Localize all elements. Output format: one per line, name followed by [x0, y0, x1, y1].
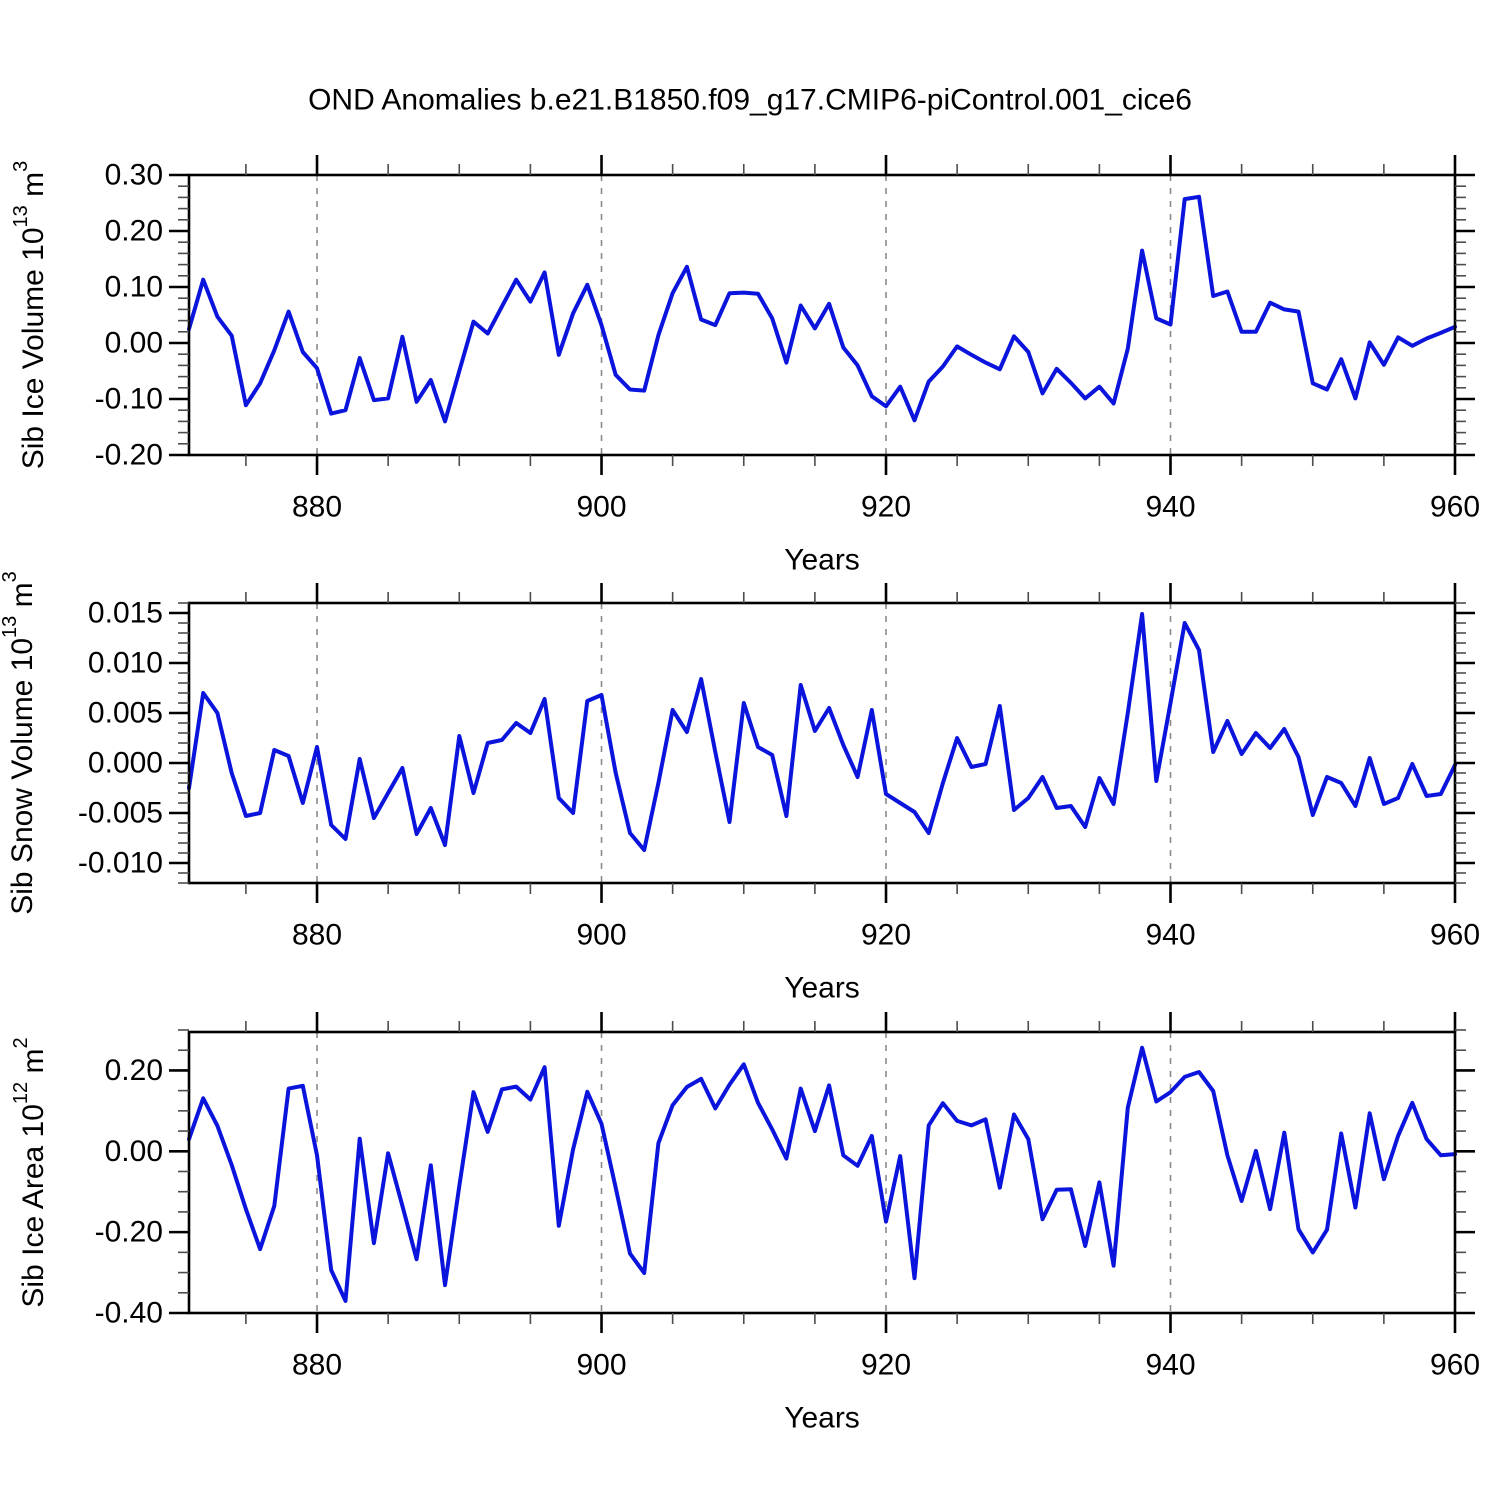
y-tick-label: 0.20 — [105, 1054, 163, 1087]
y-axis-title: Sib Ice Area 1012 m2 — [10, 1037, 50, 1307]
y-tick-label: 0.015 — [88, 597, 163, 630]
x-tick-label: 960 — [1430, 491, 1480, 524]
x-tick-label: 940 — [1145, 919, 1195, 952]
panel-sib-ice-area: 880 900 920 940 960 0.20 0.00 -0.20 -0.40 Years Si… — [10, 1012, 1480, 1435]
x-tick-label: 940 — [1145, 491, 1195, 524]
y-axis-title: Sib Ice Volume 1013 m3 — [10, 161, 50, 470]
plot-box — [187, 173, 1457, 457]
series-line — [187, 612, 1457, 852]
x-axis-title: Years — [784, 544, 860, 577]
x-axis-title: Years — [784, 1402, 860, 1435]
y-axis-title: Sib Snow Volume 1013 m3 — [0, 571, 39, 915]
x-tick-label: 900 — [576, 919, 626, 952]
y-tick-label: 0.10 — [105, 271, 163, 304]
x-tick-label: 940 — [1145, 1349, 1195, 1382]
series-line — [187, 194, 1457, 424]
x-axis-title: Years — [784, 972, 860, 1005]
x-tick-label: 920 — [861, 491, 911, 524]
y-tick-label: 0.00 — [105, 327, 163, 360]
y-tick-label: -0.010 — [78, 847, 163, 880]
y-tick-label: 0.000 — [88, 747, 163, 780]
x-tick-label: 960 — [1430, 1349, 1480, 1382]
x-tick-label: 880 — [292, 919, 342, 952]
plot-box — [187, 1030, 1457, 1315]
x-tick-label: 900 — [576, 491, 626, 524]
panel-sib-ice-volume: 880 900 920 940 960 0.30 0.20 0.10 0.00 -0.10 -0.2… — [10, 155, 1480, 577]
chart-title: OND Anomalies b.e21.B1850.f09_g17.CMIP6-… — [308, 84, 1192, 117]
y-tick-label: -0.10 — [95, 383, 163, 416]
x-tick-label: 920 — [861, 919, 911, 952]
series-line — [187, 1045, 1457, 1303]
y-tick-label: -0.005 — [78, 797, 163, 830]
y-tick-label: 0.20 — [105, 215, 163, 248]
panel-sib-snow-volume: 880 900 920 940 960 0.015 0.010 0.005 0.000 -0.00… — [0, 571, 1480, 1004]
y-tick-label: -0.20 — [95, 439, 163, 472]
y-tick-label: 0.010 — [88, 647, 163, 680]
x-tick-label: 960 — [1430, 919, 1480, 952]
x-tick-label: 920 — [861, 1349, 911, 1382]
x-tick-label: 900 — [576, 1349, 626, 1382]
y-tick-label: -0.20 — [95, 1216, 163, 1249]
x-tick-label: 880 — [292, 1349, 342, 1382]
y-tick-label: 0.30 — [105, 159, 163, 192]
y-tick-label: -0.40 — [95, 1297, 163, 1330]
x-tick-label: 880 — [292, 491, 342, 524]
y-tick-label: 0.005 — [88, 697, 163, 730]
y-tick-label: 0.00 — [105, 1135, 163, 1168]
